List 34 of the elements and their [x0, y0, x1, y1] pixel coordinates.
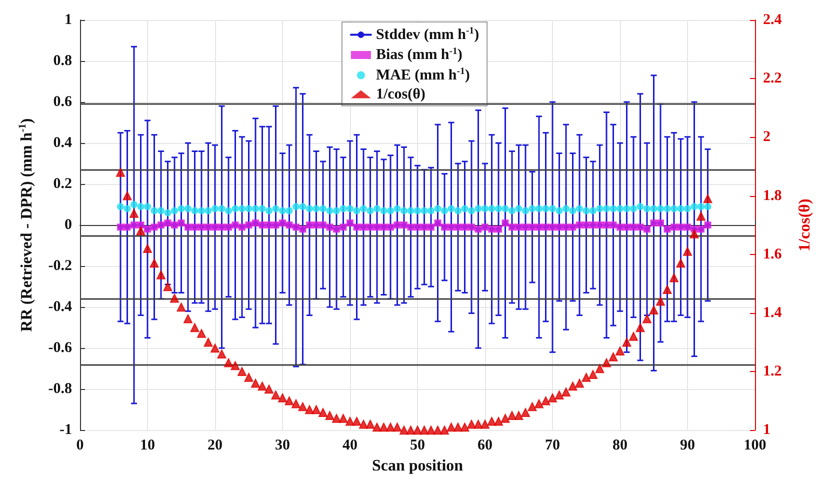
- y-tick-label: 0.2: [53, 176, 72, 192]
- y2-tick-label: 1.8: [763, 188, 782, 204]
- legend-label: 1/cos(θ): [376, 86, 426, 102]
- y2-axis-title: 1/cos(θ): [796, 198, 814, 252]
- y-tick-label: -1: [60, 422, 72, 438]
- x-axis-title: Scan position: [372, 458, 464, 474]
- y2-tick-label: 2.4: [763, 12, 782, 28]
- x-tick-label: 0: [76, 438, 84, 454]
- y-tick-label: 0.8: [53, 53, 72, 70]
- x-tick-label: 30: [275, 438, 290, 454]
- x-tick-label: 20: [208, 438, 222, 454]
- y-axis-title: RR (Retrieved - DPR) (mm h-1): [18, 118, 36, 332]
- y2-tick-label: 1.6: [763, 246, 782, 262]
- x-tick-label: 80: [612, 438, 628, 454]
- x-tick-label: 100: [744, 438, 766, 454]
- y2-tick-label: 1: [763, 422, 770, 438]
- x-tick-label: 60: [478, 438, 492, 454]
- x-tick-label: 10: [140, 438, 155, 454]
- y-tick-label: 1: [64, 12, 72, 28]
- x-tick-label: 40: [342, 438, 358, 454]
- y-tick-label: -0.4: [48, 299, 72, 316]
- x-tick-label: 90: [680, 438, 695, 454]
- y-tick-label: 0.4: [53, 135, 72, 152]
- y2-tick-label: 1.2: [763, 364, 782, 380]
- y2-tick-label: 2: [763, 129, 770, 146]
- y-tick-label: 0: [64, 217, 72, 234]
- x-tick-label: 70: [545, 438, 560, 454]
- y2-tick-label: 1.4: [763, 304, 782, 321]
- y-tick-label: -0.6: [48, 340, 72, 356]
- y2-tick-label: 2.2: [763, 70, 782, 87]
- y-tick-label: -0.2: [48, 258, 72, 274]
- y-tick-label: 0.6: [53, 94, 72, 110]
- y-tick-label: -0.8: [48, 381, 72, 398]
- x-tick-label: 50: [410, 438, 425, 454]
